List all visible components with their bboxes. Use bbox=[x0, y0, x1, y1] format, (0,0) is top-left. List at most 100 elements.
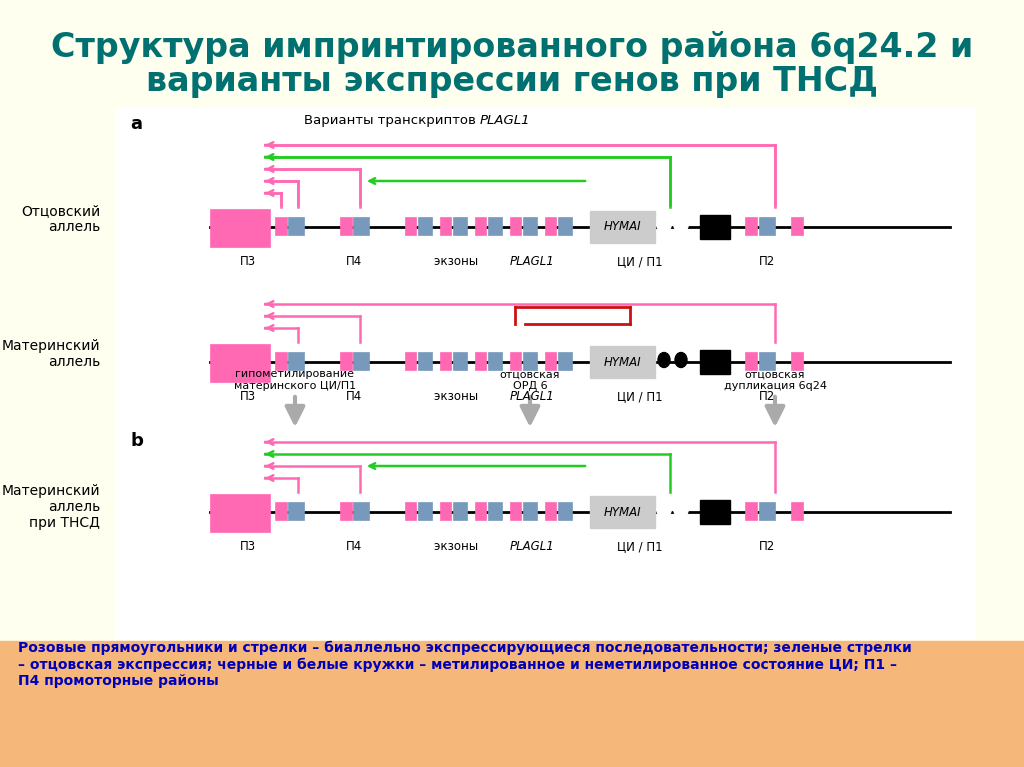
Bar bbox=[545, 217, 556, 235]
Text: отцовская
ОРД 6: отцовская ОРД 6 bbox=[500, 370, 560, 391]
Bar bbox=[545, 352, 556, 370]
Bar bbox=[418, 502, 432, 520]
Bar bbox=[558, 352, 572, 370]
Bar bbox=[340, 352, 352, 370]
Text: варианты экспрессии генов при ТНСД: варианты экспрессии генов при ТНСД bbox=[146, 65, 878, 98]
Text: гипометилирование
материнского ЦИ/П1: гипометилирование материнского ЦИ/П1 bbox=[233, 370, 356, 391]
Bar bbox=[745, 502, 757, 520]
Bar bbox=[700, 350, 730, 374]
Text: П2: П2 bbox=[759, 255, 775, 268]
Bar bbox=[210, 209, 270, 247]
Bar bbox=[488, 502, 502, 520]
Text: PLAGL1: PLAGL1 bbox=[510, 540, 555, 553]
Bar bbox=[418, 352, 432, 370]
Bar bbox=[288, 352, 304, 370]
Bar bbox=[590, 346, 655, 378]
Bar bbox=[340, 217, 352, 235]
Bar bbox=[115, 107, 975, 639]
Bar bbox=[406, 502, 416, 520]
Text: Отцовский
аллель: Отцовский аллель bbox=[20, 204, 100, 234]
Bar bbox=[791, 352, 803, 370]
Bar bbox=[440, 352, 451, 370]
Bar bbox=[590, 211, 655, 243]
Bar bbox=[475, 352, 486, 370]
Bar bbox=[406, 352, 416, 370]
Text: b: b bbox=[130, 432, 143, 450]
Circle shape bbox=[674, 503, 688, 517]
Bar bbox=[475, 502, 486, 520]
Bar bbox=[545, 502, 556, 520]
Text: экзоны: экзоны bbox=[434, 255, 482, 268]
Text: Варианты транскриптов: Варианты транскриптов bbox=[304, 114, 480, 127]
Bar bbox=[0, 641, 1024, 767]
Text: PLAGL1: PLAGL1 bbox=[480, 114, 530, 127]
Text: Структура импринтированного района 6q24.2 и: Структура импринтированного района 6q24.… bbox=[51, 31, 973, 64]
Bar bbox=[791, 217, 803, 235]
Bar bbox=[288, 217, 304, 235]
Bar bbox=[288, 502, 304, 520]
Text: экзоны: экзоны bbox=[434, 390, 482, 403]
Bar bbox=[453, 217, 467, 235]
Text: HYMAI: HYMAI bbox=[604, 505, 641, 518]
Text: Материнский
аллель: Материнский аллель bbox=[1, 339, 100, 369]
Text: ЦИ / П1: ЦИ / П1 bbox=[617, 390, 663, 403]
Bar bbox=[210, 494, 270, 532]
Bar bbox=[590, 496, 655, 528]
Bar bbox=[353, 352, 369, 370]
Text: HYMAI: HYMAI bbox=[604, 355, 641, 368]
Text: Материнский
аллель
при ТНСД: Материнский аллель при ТНСД bbox=[1, 484, 100, 530]
Text: П3: П3 bbox=[240, 255, 256, 268]
Bar bbox=[510, 352, 521, 370]
Text: П4: П4 bbox=[346, 540, 362, 553]
Text: PLAGL1: PLAGL1 bbox=[510, 390, 555, 403]
Text: HYMAI: HYMAI bbox=[604, 220, 641, 233]
Text: a: a bbox=[130, 115, 142, 133]
Bar bbox=[745, 352, 757, 370]
Bar bbox=[406, 217, 416, 235]
Bar bbox=[440, 217, 451, 235]
Text: ЦИ / П1: ЦИ / П1 bbox=[617, 255, 663, 268]
Bar bbox=[418, 217, 432, 235]
Bar bbox=[275, 502, 287, 520]
Ellipse shape bbox=[675, 353, 687, 367]
Bar bbox=[523, 502, 537, 520]
Bar bbox=[340, 502, 352, 520]
Bar bbox=[759, 217, 775, 235]
Bar bbox=[558, 502, 572, 520]
Text: П2: П2 bbox=[759, 390, 775, 403]
Text: П4: П4 bbox=[346, 390, 362, 403]
Text: П3: П3 bbox=[240, 390, 256, 403]
Bar bbox=[759, 352, 775, 370]
Circle shape bbox=[657, 503, 671, 517]
Text: П4: П4 bbox=[346, 255, 362, 268]
Bar bbox=[510, 217, 521, 235]
Ellipse shape bbox=[658, 353, 670, 367]
Bar bbox=[745, 217, 757, 235]
Text: отцовская
дупликация 6q24: отцовская дупликация 6q24 bbox=[724, 370, 826, 391]
Bar bbox=[440, 502, 451, 520]
Circle shape bbox=[674, 218, 688, 232]
Bar bbox=[700, 215, 730, 239]
Bar bbox=[453, 352, 467, 370]
Bar bbox=[558, 217, 572, 235]
Bar bbox=[353, 217, 369, 235]
Text: экзоны: экзоны bbox=[434, 540, 482, 553]
Circle shape bbox=[657, 218, 671, 232]
Bar bbox=[475, 217, 486, 235]
Text: PLAGL1: PLAGL1 bbox=[510, 255, 555, 268]
Bar bbox=[453, 502, 467, 520]
Text: П3: П3 bbox=[240, 540, 256, 553]
Bar bbox=[488, 352, 502, 370]
Bar bbox=[210, 344, 270, 382]
Bar bbox=[700, 500, 730, 524]
Bar bbox=[488, 217, 502, 235]
Bar bbox=[275, 352, 287, 370]
Bar bbox=[791, 502, 803, 520]
Text: ЦИ / П1: ЦИ / П1 bbox=[617, 540, 663, 553]
Bar bbox=[759, 502, 775, 520]
Bar bbox=[510, 502, 521, 520]
Bar bbox=[523, 352, 537, 370]
Bar bbox=[275, 217, 287, 235]
Text: П2: П2 bbox=[759, 540, 775, 553]
Bar bbox=[523, 217, 537, 235]
